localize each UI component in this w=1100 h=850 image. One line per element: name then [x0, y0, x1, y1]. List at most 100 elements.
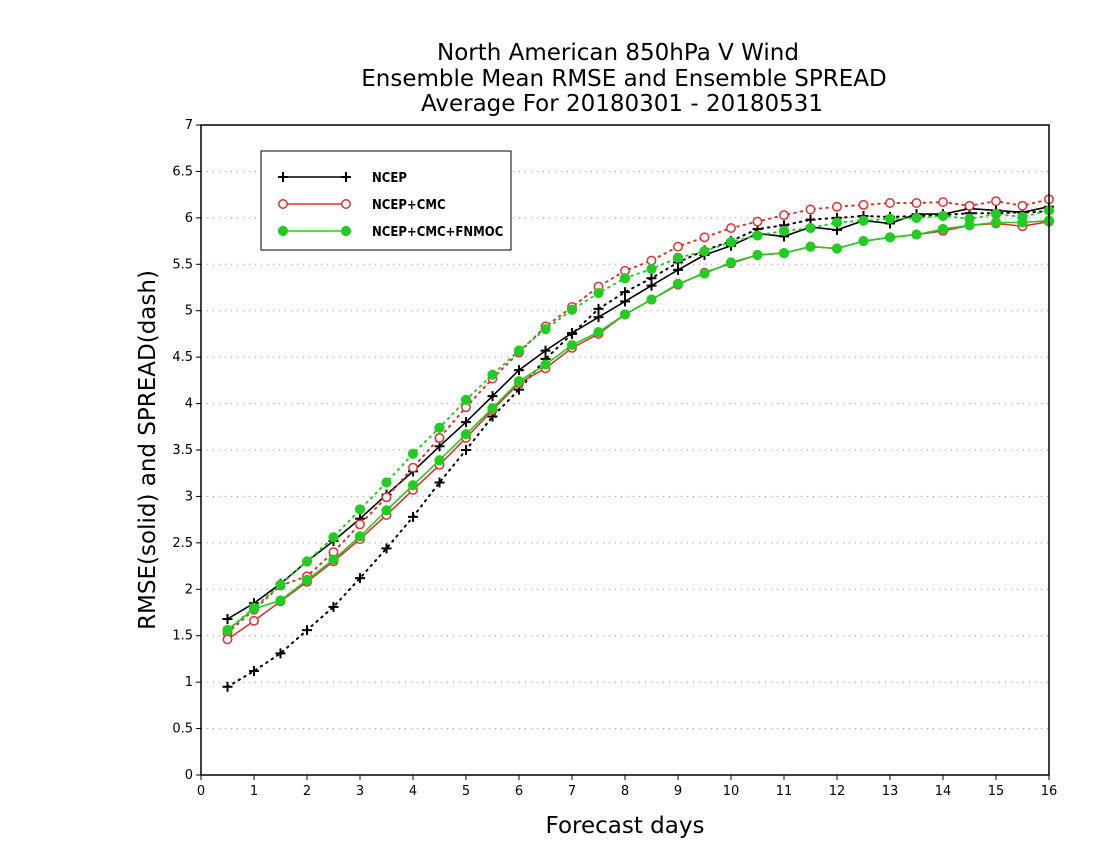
ncep-cmc-fnmoc-spread-point: [434, 422, 445, 433]
ncep-cmc-fnmoc-spread-point: [805, 222, 816, 234]
ncep-rmse-point: [540, 345, 551, 356]
ncep-rmse-point: [487, 391, 498, 402]
y-tick-label: 4: [185, 397, 193, 412]
ncep-cmc-spread-point: [646, 255, 657, 266]
ncep-spread-point: [355, 573, 365, 584]
x-tick-label: 8: [621, 784, 629, 799]
ncep-cmc-spread-point: [355, 519, 365, 530]
y-tick-label: 0.5: [172, 722, 193, 737]
ncep-cmc-fnmoc-rmse-point: [407, 480, 419, 491]
ncep-cmc-spread-point: [964, 200, 975, 211]
x-tick-label: 9: [674, 784, 682, 799]
ncep-cmc-rmse-point: [222, 634, 233, 645]
ncep-cmc-fnmoc-rmse-point: [460, 429, 472, 440]
ncep-cmc-spread-point: [858, 199, 869, 210]
ncep-cmc-fnmoc-spread-point: [858, 215, 869, 226]
ncep-cmc-spread-point: [832, 201, 842, 212]
x-tick-label: 15: [988, 784, 1005, 799]
ncep-cmc-spread-point: [779, 210, 789, 221]
ncep-cmc-spread-point: [408, 462, 418, 473]
legend-marker: [278, 172, 288, 182]
y-tick-label: 6.5: [172, 164, 193, 179]
y-tick-label: 2: [185, 582, 193, 597]
title-line-1: North American 850hPa V Wind: [437, 40, 799, 66]
legend-marker: [340, 225, 352, 237]
legend-marker: [277, 225, 289, 237]
ncep-cmc-fnmoc-spread-point: [407, 448, 419, 459]
ncep-cmc-fnmoc-rmse-point: [354, 531, 366, 542]
legend-label: NCEP: [372, 171, 407, 186]
ncep-cmc-fnmoc-spread-point: [328, 532, 339, 543]
ncep-cmc-fnmoc-rmse-point: [487, 403, 498, 414]
ncep-spread-point: [461, 445, 471, 455]
ncep-cmc-spread-point: [938, 197, 948, 208]
legend-label: NCEP+CMC+FNMOC: [372, 225, 503, 240]
ncep-cmc-fnmoc-spread-point: [725, 236, 737, 248]
ncep-cmc-fnmoc-spread-point: [937, 210, 949, 222]
ncep-cmc-spread-point: [991, 196, 1001, 207]
ncep-cmc-fnmoc-spread-point: [911, 212, 922, 223]
y-tick-label: 7: [185, 118, 193, 133]
y-tick-label: 5.5: [172, 257, 193, 272]
ncep-cmc-fnmoc-rmse-point: [513, 376, 525, 387]
y-tick-label: 4.5: [172, 350, 193, 365]
ncep-rmse-point: [673, 264, 683, 275]
y-tick-label: 3: [185, 489, 193, 504]
ncep-rmse-point: [222, 614, 233, 624]
ncep-cmc-fnmoc-rmse-point: [328, 554, 339, 565]
y-tick-label: 6: [185, 211, 193, 226]
ncep-cmc-fnmoc-rmse-point: [778, 248, 790, 259]
ncep-cmc-fnmoc-rmse-point: [619, 309, 631, 320]
ncep-cmc-fnmoc-rmse-point: [831, 243, 843, 254]
x-tick-label: 10: [723, 784, 740, 799]
y-tick-label: 5: [185, 304, 193, 319]
y-tick-label: 2.5: [172, 536, 193, 551]
ncep-cmc-fnmoc-rmse-point: [275, 595, 286, 606]
x-tick-label: 5: [462, 784, 470, 799]
ncep-cmc-fnmoc-spread-point: [619, 273, 631, 284]
x-tick-label: 16: [1041, 784, 1058, 799]
ncep-spread-point: [222, 681, 233, 692]
ncep-cmc-spread-point: [805, 204, 816, 215]
ncep-rmse-point: [593, 312, 604, 323]
ncep-cmc-fnmoc-rmse-point: [646, 294, 657, 305]
ncep-cmc-fnmoc-spread-point: [275, 579, 286, 590]
x-tick-label: 7: [568, 784, 576, 799]
ncep-cmc-fnmoc-rmse-point: [540, 359, 551, 370]
ncep-cmc-fnmoc-spread-point: [301, 556, 313, 567]
legend-entry-ncep-cmc: NCEP+CMC: [278, 198, 446, 213]
ncep-cmc-fnmoc-spread-point: [699, 246, 710, 257]
ncep-cmc-fnmoc-spread-point: [884, 213, 896, 224]
ncep-spread-point: [620, 287, 630, 298]
ncep-cmc-spread-point: [1017, 200, 1028, 211]
ncep-cmc-fnmoc-rmse-series: [222, 215, 1055, 636]
ncep-spread-point: [328, 601, 339, 612]
ncep-cmc-fnmoc-spread-line: [226, 209, 1050, 632]
ncep-cmc-fnmoc-rmse-point: [593, 326, 604, 338]
ncep-cmc-fnmoc-spread-point: [540, 324, 551, 335]
x-tick-label: 11: [776, 784, 793, 799]
grid-lines: [201, 170, 1049, 730]
x-tick-label: 6: [515, 784, 523, 799]
ncep-spread-point: [275, 648, 286, 659]
x-axis-ticks: 0 1 2 3 4 5 6 7 8 9 10 11 12 13 14 15 16: [197, 775, 1057, 799]
ncep-spread-line: [226, 210, 1050, 688]
ncep-rmse-point: [646, 280, 657, 291]
y-tick-label: 0: [185, 768, 193, 783]
legend-entry-ncep-cmc-fnmoc: NCEP+CMC+FNMOC: [277, 225, 503, 240]
ncep-cmc-spread-point: [381, 492, 392, 503]
legend-label: NCEP+CMC: [372, 198, 446, 213]
x-tick-label: 0: [197, 784, 205, 799]
legend: NCEP NCEP+CMC NCEP+CMC+FNMOC: [260, 150, 512, 251]
ncep-rmse-point: [514, 365, 524, 376]
ncep-cmc-fnmoc-spread-point: [566, 304, 578, 315]
ncep-cmc-fnmoc-rmse-point: [699, 268, 710, 279]
legend-entry-ncep: NCEP: [278, 171, 407, 186]
x-tick-label: 14: [935, 784, 952, 799]
x-tick-label: 2: [303, 784, 311, 799]
ncep-spread-series: [222, 206, 1054, 692]
legend-marker: [341, 199, 351, 209]
ncep-cmc-spread-point: [885, 198, 895, 208]
ncep-rmse-point: [620, 296, 630, 307]
x-tick-label: 3: [356, 784, 364, 799]
